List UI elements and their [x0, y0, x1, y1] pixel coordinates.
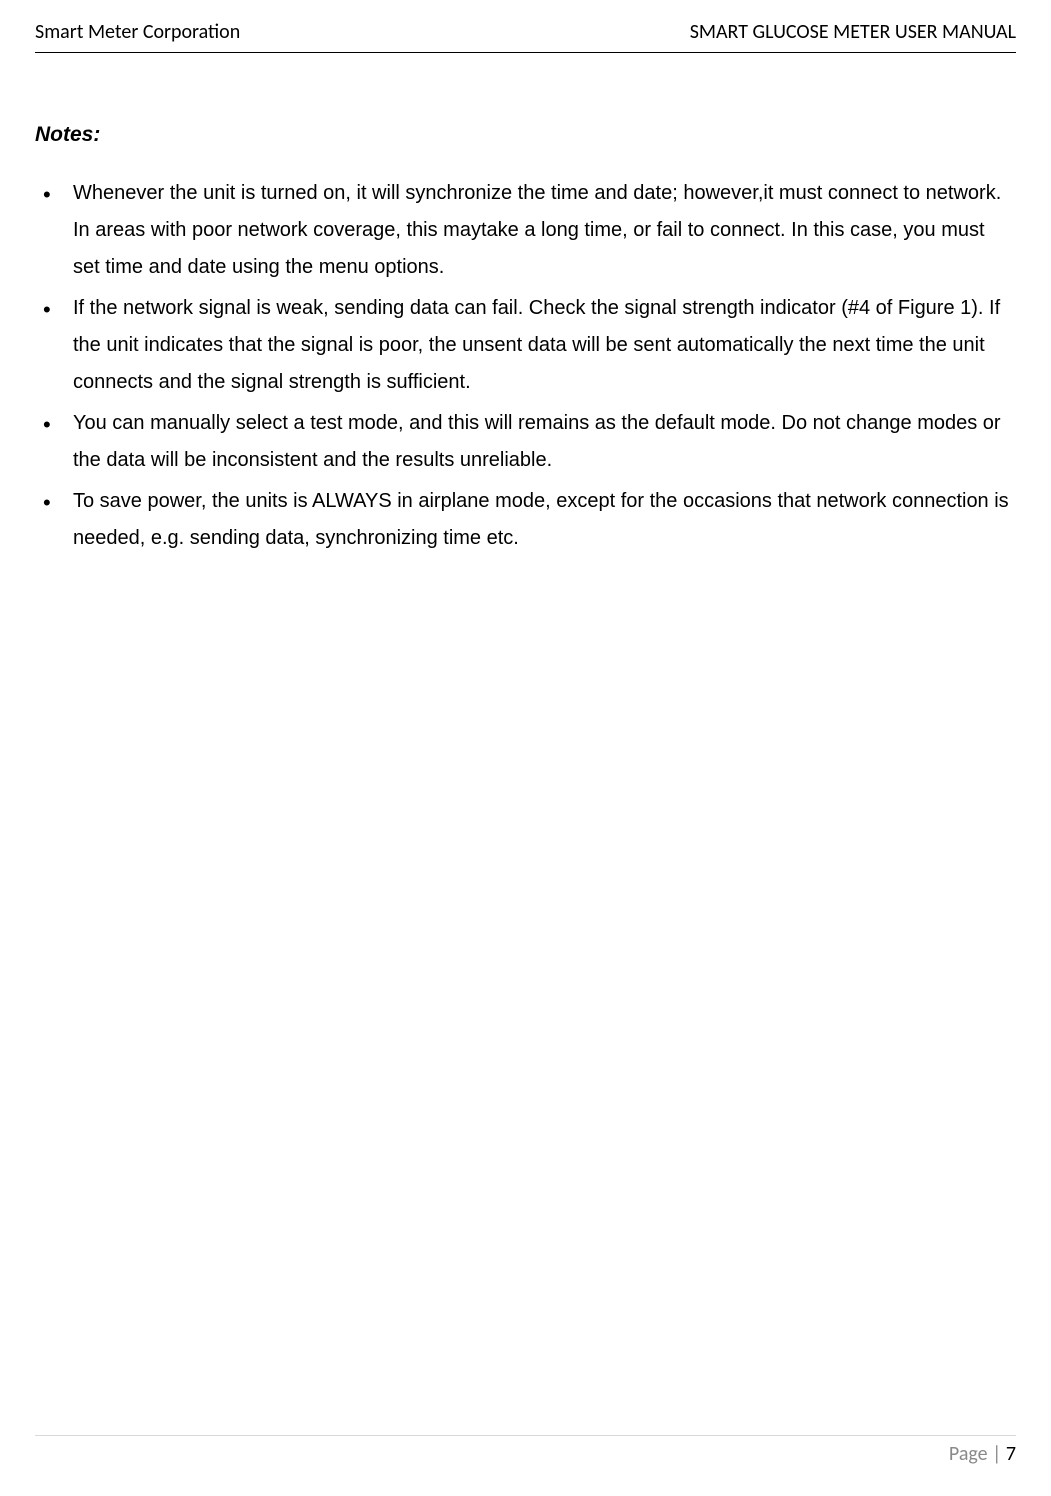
- notes-list: Whenever the unit is turned on, it will …: [35, 175, 1016, 557]
- note-item: You can manually select a test mode, and…: [35, 405, 1016, 479]
- page-number: Page | 7: [35, 1442, 1016, 1466]
- header-title: SMART GLUCOSE METER USER MANUAL: [690, 20, 1016, 44]
- section-heading: Notes:: [35, 123, 1016, 147]
- document-page: Smart Meter Corporation SMART GLUCOSE ME…: [0, 0, 1051, 1496]
- page-footer: Page | 7: [35, 1435, 1016, 1466]
- note-item: Whenever the unit is turned on, it will …: [35, 175, 1016, 286]
- page-header: Smart Meter Corporation SMART GLUCOSE ME…: [35, 20, 1016, 44]
- note-item: If the network signal is weak, sending d…: [35, 290, 1016, 401]
- page-label: Page |: [949, 1442, 1006, 1466]
- page-number-value: 7: [1006, 1442, 1016, 1466]
- footer-divider: [35, 1435, 1016, 1436]
- note-item: To save power, the units is ALWAYS in ai…: [35, 483, 1016, 557]
- content-area: Notes: Whenever the unit is turned on, i…: [35, 123, 1016, 1466]
- header-company: Smart Meter Corporation: [35, 20, 240, 44]
- header-divider: [35, 52, 1016, 53]
